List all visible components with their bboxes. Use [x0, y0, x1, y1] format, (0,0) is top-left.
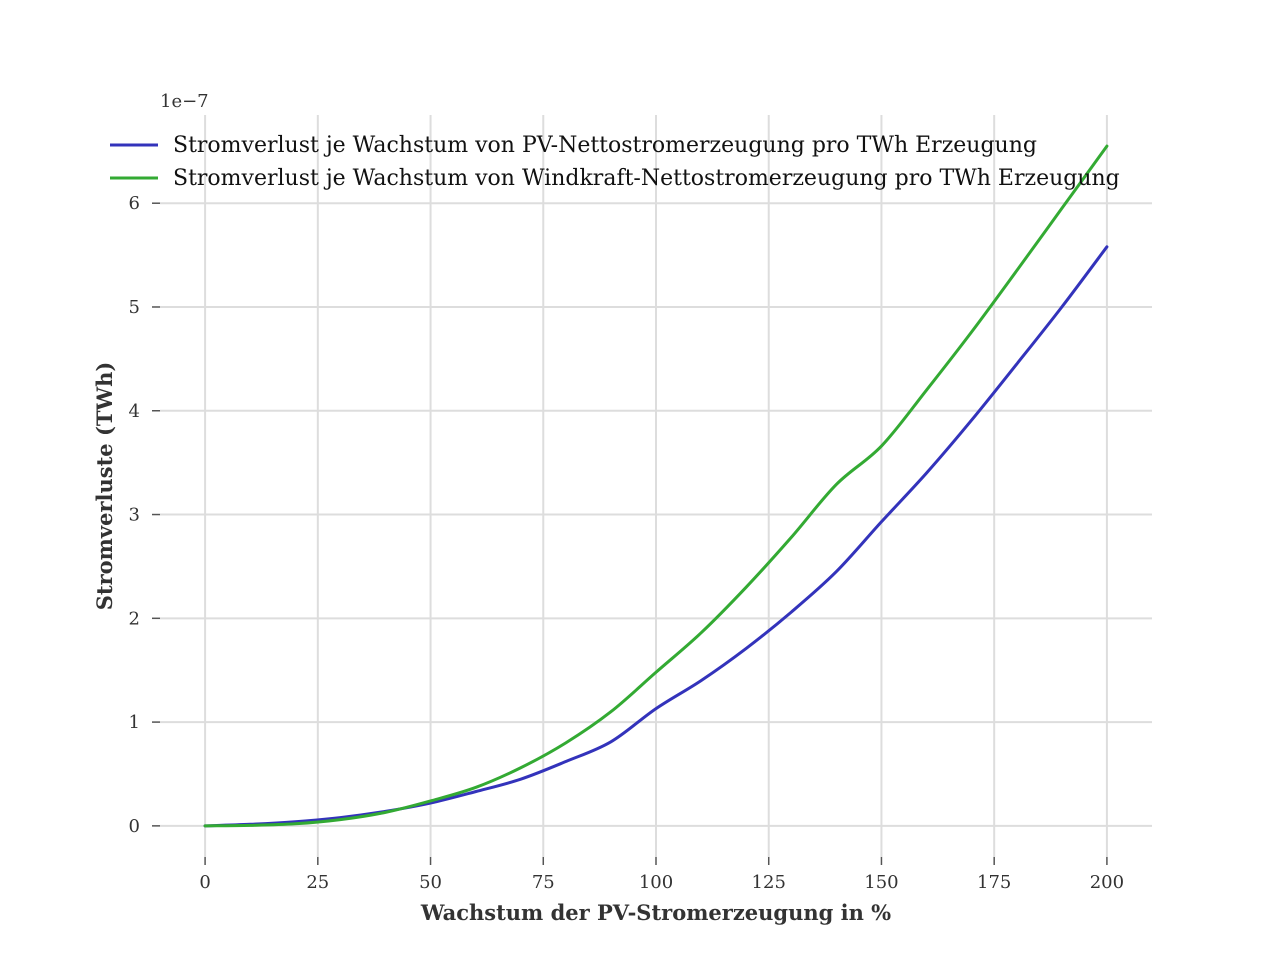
y-tick-label: 6 — [129, 193, 140, 214]
y-tick-label: 0 — [129, 816, 140, 837]
y-tick-label: 2 — [129, 608, 140, 629]
y-tick-label: 4 — [129, 401, 140, 422]
series-line-2 — [203, 144, 1109, 828]
x-tick-label: 100 — [639, 872, 673, 893]
y-axis-offset-label: 1e−7 — [160, 91, 209, 112]
x-tick-label: 125 — [752, 872, 786, 893]
y-tick-label: 5 — [129, 297, 140, 318]
x-tick-label: 0 — [199, 872, 210, 893]
x-tick-label: 150 — [864, 872, 898, 893]
x-tick-label: 175 — [977, 872, 1011, 893]
y-tick-label: 1 — [129, 712, 140, 733]
series-lines — [203, 144, 1109, 828]
axis-ticks: 0 25 50 75 100 125 150 175 200 0 1 2 3 4 5 6 — [129, 193, 1125, 893]
x-tick-label: 75 — [532, 872, 555, 893]
series-line-1 — [203, 245, 1109, 828]
legend-label-1: Stromverlust je Wachstum von PV-Nettostr… — [173, 133, 1037, 158]
x-tick-label: 25 — [306, 872, 329, 893]
x-tick-label: 50 — [419, 872, 442, 893]
y-axis-label: Stromverluste (TWh) — [92, 362, 117, 611]
y-tick-label: 3 — [129, 505, 140, 526]
legend-label-2: Stromverlust je Wachstum von Windkraft-N… — [173, 166, 1120, 191]
x-axis-label: Wachstum der PV-Stromerzeugung in % — [420, 900, 891, 925]
grid — [160, 115, 1152, 857]
legend: Stromverlust je Wachstum von PV-Nettostr… — [110, 133, 1120, 191]
x-tick-label: 200 — [1090, 872, 1124, 893]
